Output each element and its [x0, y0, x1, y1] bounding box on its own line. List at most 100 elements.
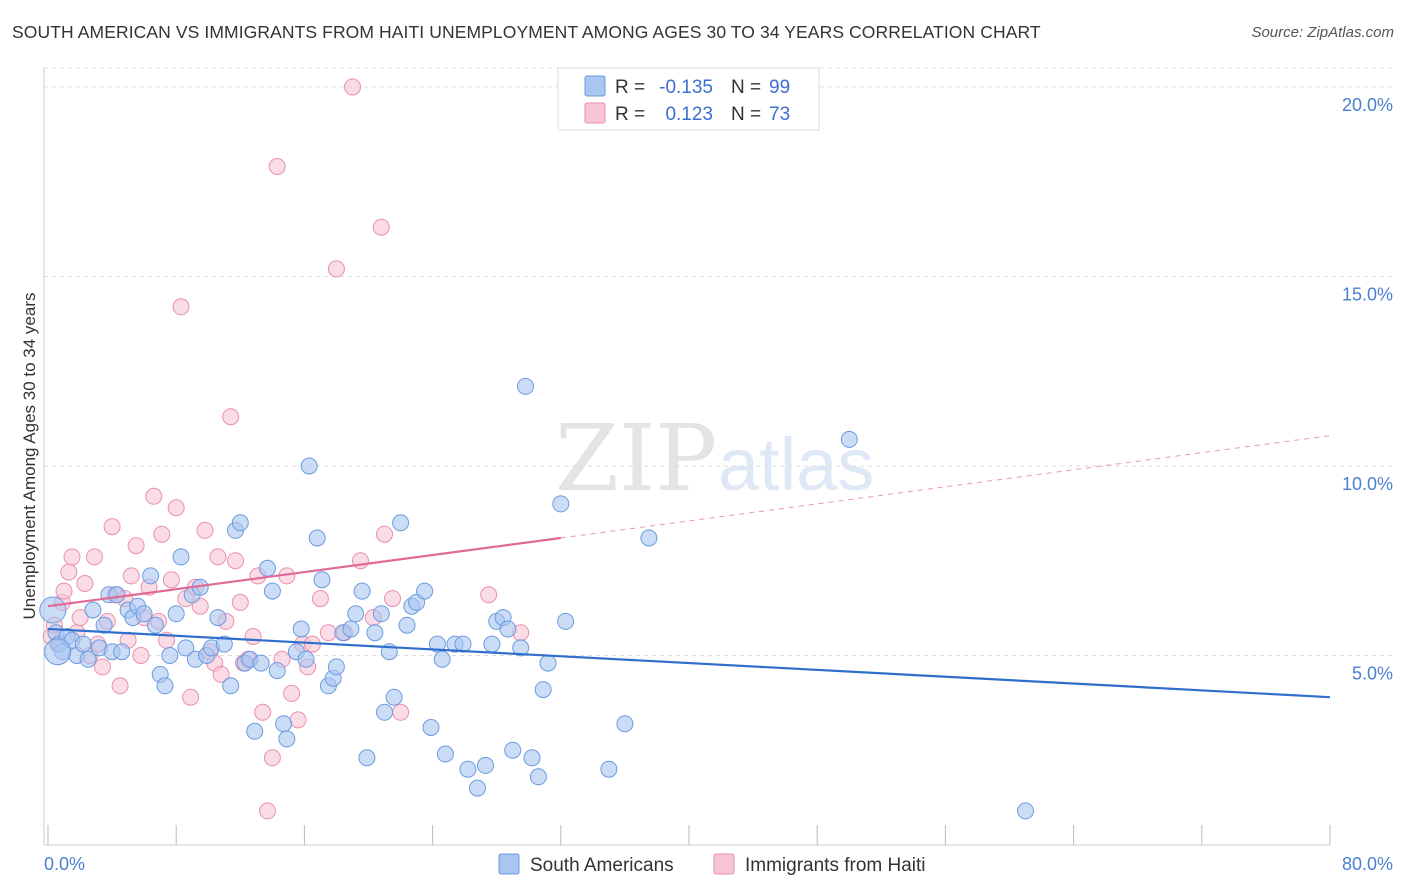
point-haiti: [167, 499, 185, 517]
point-south-americans: [534, 681, 552, 699]
chart-title: SOUTH AMERICAN VS IMMIGRANTS FROM HAITI …: [12, 22, 1041, 42]
point-south-americans: [477, 756, 494, 774]
point-haiti: [63, 548, 81, 566]
point-haiti: [76, 575, 94, 592]
point-haiti: [111, 677, 129, 695]
point-south-americans: [376, 703, 393, 721]
point-south-americans: [640, 529, 658, 547]
point-south-americans: [44, 638, 72, 666]
point-haiti: [222, 408, 240, 426]
axes: [43, 68, 1330, 846]
point-haiti: [392, 703, 410, 721]
x-tick-label-max: 80.0%: [1342, 854, 1393, 874]
point-south-americans: [469, 779, 486, 797]
stats-legend-n-value-pink: 73: [769, 104, 790, 125]
point-south-americans: [600, 760, 618, 778]
point-haiti: [94, 658, 111, 676]
point-south-americans: [246, 722, 264, 740]
point-south-americans: [278, 730, 296, 748]
point-south-americans: [308, 529, 326, 547]
trend-line-haiti: [47, 536, 561, 608]
point-south-americans: [616, 715, 634, 733]
point-haiti: [311, 590, 329, 608]
point-south-americans: [146, 616, 164, 634]
legend-swatch-haiti: [713, 853, 735, 875]
point-haiti: [212, 665, 230, 683]
legend-swatch-south-americans: [498, 853, 520, 875]
point-south-americans: [297, 650, 315, 668]
point-haiti: [172, 298, 190, 316]
point-haiti: [127, 537, 145, 555]
y-tick-label: 10.0%: [1342, 474, 1393, 494]
point-south-americans: [74, 635, 92, 653]
point-south-americans: [231, 514, 249, 532]
point-haiti: [182, 688, 200, 706]
point-south-americans: [499, 620, 517, 638]
point-haiti: [319, 624, 337, 642]
legend-label-south-americans: South Americans: [530, 855, 674, 876]
point-south-americans: [504, 741, 522, 759]
point-south-americans: [436, 745, 454, 763]
stats-legend-n-label-pink: N =: [731, 104, 761, 125]
point-south-americans: [433, 650, 451, 668]
y-tick-label: 20.0%: [1342, 95, 1393, 115]
point-south-americans: [347, 605, 365, 623]
point-south-americans: [557, 612, 575, 630]
point-south-americans: [79, 650, 97, 668]
point-south-americans: [523, 749, 541, 767]
x-ticks: [47, 825, 1331, 845]
point-south-americans: [517, 377, 534, 395]
point-haiti: [71, 609, 89, 627]
legend-label-haiti: Immigrants from Haiti: [745, 855, 926, 876]
point-south-americans: [209, 609, 227, 627]
point-south-americans: [222, 677, 240, 695]
point-haiti: [132, 647, 150, 664]
point-south-americans: [108, 586, 126, 604]
point-south-americans: [327, 658, 345, 676]
point-haiti: [254, 703, 272, 721]
point-haiti: [209, 548, 227, 566]
point-south-americans: [300, 457, 318, 475]
point-south-americans: [84, 601, 102, 619]
point-south-americans: [39, 596, 67, 624]
point-south-americans: [529, 768, 547, 786]
point-haiti: [103, 518, 121, 536]
point-haiti: [60, 563, 78, 581]
point-haiti: [480, 586, 498, 604]
point-south-americans: [840, 430, 858, 448]
stats-legend-r-label-blue: R =: [615, 77, 645, 98]
y-tick-labels: 5.0% 10.0% 15.0% 20.0%: [1342, 95, 1393, 684]
point-haiti: [372, 218, 390, 236]
stats-legend-swatch-pink: [584, 102, 606, 124]
y-tick-label: 5.0%: [1352, 663, 1393, 683]
point-haiti: [153, 525, 171, 543]
trend-lines: [47, 435, 1331, 699]
point-haiti: [55, 582, 73, 600]
point-south-americans: [372, 605, 390, 623]
gridlines: [44, 67, 1393, 656]
point-south-americans: [512, 639, 530, 657]
point-south-americans: [172, 548, 190, 566]
point-south-americans: [263, 582, 281, 600]
point-haiti: [145, 487, 163, 505]
point-south-americans: [275, 715, 293, 733]
point-haiti: [196, 521, 214, 539]
point-south-americans: [483, 635, 501, 653]
point-south-americans: [358, 749, 376, 767]
point-south-americans: [342, 620, 360, 638]
point-haiti: [231, 593, 249, 611]
stats-legend-swatch-blue: [584, 75, 606, 97]
point-haiti: [227, 552, 244, 570]
point-south-americans: [167, 605, 185, 623]
point-south-americans: [113, 643, 131, 661]
point-haiti: [244, 628, 262, 645]
point-haiti: [86, 548, 103, 566]
stats-legend-n-value-blue: 99: [769, 77, 790, 98]
point-haiti: [289, 711, 307, 729]
point-haiti: [259, 802, 276, 820]
series-legend: South Americans Immigrants from Haiti: [498, 853, 926, 876]
point-south-americans: [552, 495, 570, 513]
source-label: Source: ZipAtlas.com: [1251, 24, 1394, 41]
point-south-americans: [428, 635, 446, 653]
